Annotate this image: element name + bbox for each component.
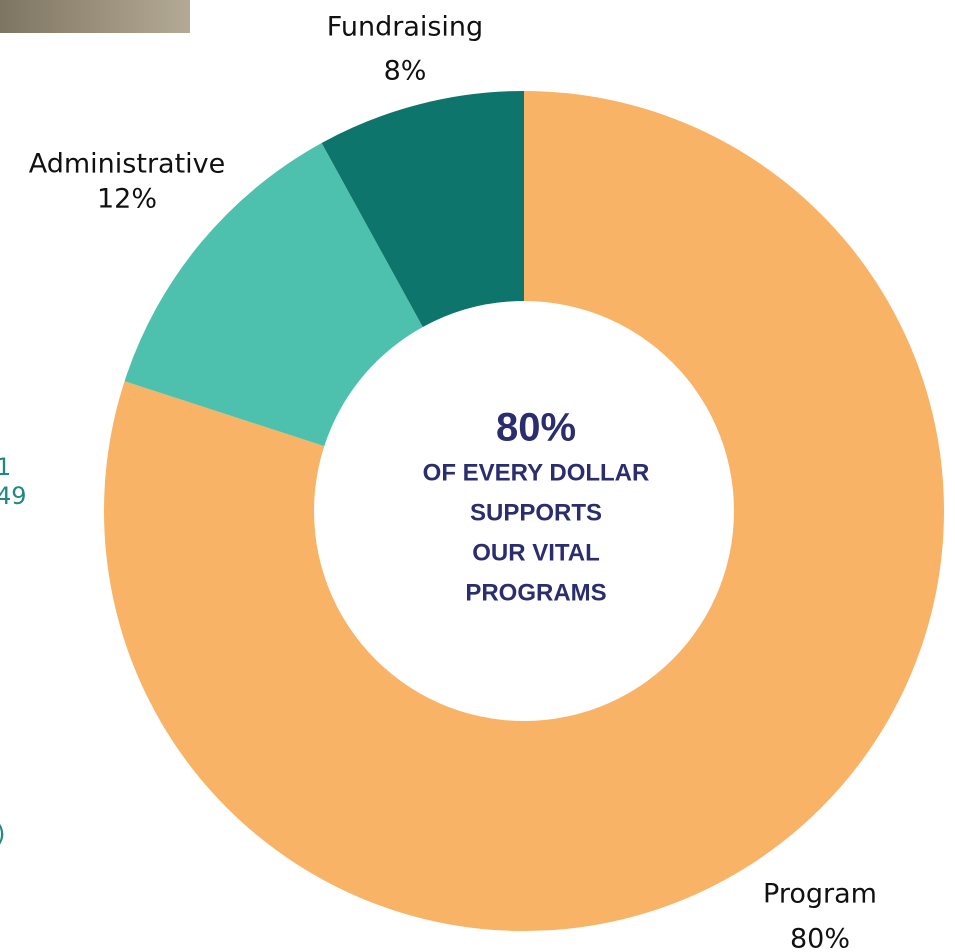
slice-value-label: 12%: [97, 184, 157, 215]
donut-slice: [321, 91, 524, 327]
edge-text-fragment: 49: [0, 482, 27, 510]
photo-fragment: [0, 0, 190, 33]
center-line: OUR VITAL: [472, 539, 600, 566]
slice-label: Program: [763, 879, 877, 910]
center-line: PROGRAMS: [465, 579, 606, 606]
slice-label: Administrative: [29, 149, 226, 180]
slice-value-label: 80%: [790, 924, 850, 952]
center-title: 80%: [496, 406, 576, 450]
center-line: OF EVERY DOLLAR: [423, 459, 650, 486]
edge-text-fragment: 1: [0, 453, 11, 481]
slice-value-label: 8%: [384, 56, 427, 87]
slice-label: Fundraising: [327, 12, 483, 43]
center-line: SUPPORTS: [470, 499, 602, 526]
donut-slice: [124, 142, 423, 447]
edge-text-fragment: ): [0, 820, 5, 848]
donut-slice: [104, 91, 945, 931]
